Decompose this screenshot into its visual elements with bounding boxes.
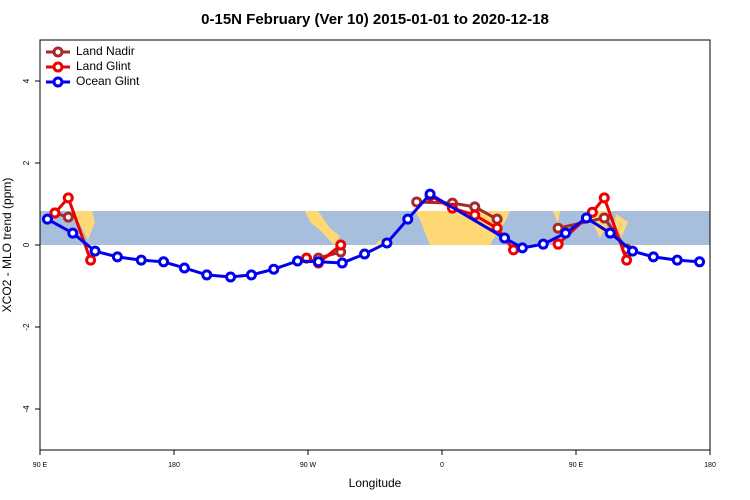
point	[111, 251, 123, 263]
point	[627, 245, 639, 257]
point	[312, 256, 324, 268]
point	[359, 248, 371, 260]
point	[335, 239, 347, 251]
y-tick-label: -4	[22, 405, 31, 413]
legend-label: Land Glint	[76, 59, 131, 73]
point	[507, 244, 519, 256]
point	[41, 213, 53, 225]
series-line	[46, 192, 700, 279]
map-background	[40, 211, 710, 245]
point	[671, 254, 683, 266]
y-tick-label: -2	[22, 323, 31, 331]
x-tick-label: 180	[168, 462, 180, 469]
y-tick-label: 0	[22, 242, 31, 247]
point	[604, 227, 616, 239]
point	[424, 188, 436, 200]
point	[560, 227, 572, 239]
point	[62, 192, 74, 204]
point	[537, 238, 549, 250]
point	[598, 212, 610, 224]
point	[516, 242, 528, 254]
legend-marker	[52, 46, 64, 58]
chart-title: 0-15N February (Ver 10) 2015-01-01 to 20…	[201, 11, 549, 28]
point	[268, 263, 280, 275]
legend-label: Ocean Glint	[76, 74, 140, 88]
point	[411, 196, 423, 208]
point	[552, 238, 564, 250]
point	[552, 222, 564, 234]
x-axis-label: Longitude	[349, 476, 402, 490]
legend-label: Land Nadir	[76, 44, 135, 58]
point	[499, 232, 511, 244]
point	[336, 257, 348, 269]
point	[49, 207, 61, 219]
x-tick-label: 90 E	[33, 462, 48, 469]
point	[178, 262, 190, 274]
point	[225, 271, 237, 283]
point	[694, 256, 706, 268]
point	[158, 256, 170, 268]
legend-marker	[52, 76, 64, 88]
y-tick-label: 2	[22, 160, 31, 165]
y-tick-label: 4	[22, 78, 31, 83]
legend-marker	[52, 61, 64, 73]
point	[85, 254, 97, 266]
point	[647, 251, 659, 263]
point	[381, 237, 393, 249]
point	[135, 254, 147, 266]
point	[89, 245, 101, 257]
point	[580, 212, 592, 224]
y-axis-label: XCO2 - MLO trend (ppm)	[0, 178, 14, 313]
point	[598, 192, 610, 204]
point	[201, 269, 213, 281]
point	[62, 211, 74, 223]
x-tick-label: 0	[440, 462, 444, 469]
point	[292, 255, 304, 267]
x-tick-label: 180	[704, 462, 716, 469]
point	[245, 269, 257, 281]
x-tick-label: 90 E	[569, 462, 584, 469]
point	[67, 227, 79, 239]
point	[621, 254, 633, 266]
x-tick-label: 90 W	[300, 462, 317, 469]
point	[491, 213, 503, 225]
point	[402, 213, 414, 225]
